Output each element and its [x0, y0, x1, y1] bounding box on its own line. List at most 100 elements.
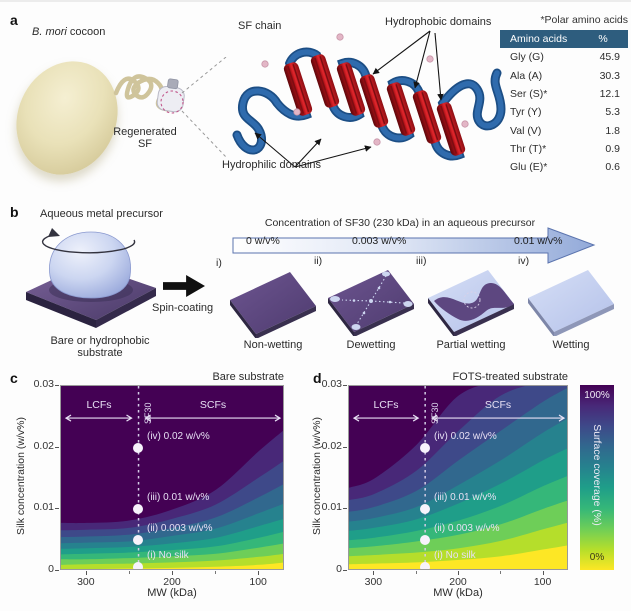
- marker-dot-ii-c: [133, 535, 143, 545]
- tile-non-wetting: [230, 272, 316, 338]
- tile-numeral-ii: ii): [314, 255, 323, 267]
- marker-label-iv-c: (iv) 0.02 w/v%: [147, 431, 210, 442]
- gradient-tick-2: 0.01 w/v%: [514, 235, 563, 247]
- hydrophobic-domain-cylinder: [386, 82, 416, 136]
- x-tick-label: 300: [77, 576, 95, 588]
- sf-chain-illustration: [232, 30, 506, 168]
- gradient-tick-0: 0 w/v%: [246, 235, 280, 247]
- polar-residue-dot: [373, 138, 381, 146]
- hydrophilic-domains-label: Hydrophilic domains: [222, 159, 322, 171]
- magnified-region-circle: [160, 90, 184, 114]
- substrate-side-face: [26, 292, 96, 328]
- hydrophobic-domain-cylinder: [336, 62, 366, 116]
- marker-dot-iv-d: [420, 443, 430, 453]
- concentration-gradient-arrow: [232, 227, 596, 264]
- amino-acid-pct: 30.3: [599, 69, 620, 82]
- table-row: Thr (T)* 0.9: [500, 140, 628, 158]
- amino-acid-name: Ser (S)*: [510, 87, 548, 100]
- marker-label-iii-d: (iii) 0.01 w/v%: [434, 492, 497, 503]
- y-tick-mark: [55, 570, 59, 571]
- panel-d-label: d: [313, 370, 322, 386]
- y-tick-label: 0.02: [321, 439, 342, 452]
- amino-acid-table: *Polar amino acids Amino acids % Gly (G)…: [500, 14, 628, 177]
- x-tick-label: 300: [364, 576, 383, 588]
- hydrophobic-domains-label: Hydrophobic domains: [385, 16, 492, 28]
- marker-label-ii-d: (ii) 0.003 w/v%: [434, 523, 500, 534]
- amino-acid-name: Val (V): [510, 124, 542, 137]
- marker-dot-iii-c: [133, 504, 143, 514]
- amino-acid-name: Glu (E)*: [510, 161, 548, 174]
- substrate-front-face: [96, 288, 156, 328]
- spin-arrowhead: [48, 228, 60, 237]
- silk-fiber-and-vial-illustration: [113, 57, 227, 158]
- annotation-arrow: [294, 138, 322, 168]
- tile-dewetting: [328, 270, 414, 336]
- colorbar: 100% Surface coverage (%) 0%: [580, 385, 614, 570]
- table-row: Glu (E)* 0.6: [500, 158, 628, 176]
- annotation-arrow: [294, 145, 372, 168]
- spin-coating-label: Spin-coating: [152, 302, 214, 314]
- amino-acid-pct: 45.9: [599, 51, 620, 64]
- y-tick-label: 0.03: [33, 378, 54, 390]
- y-tick-label: 0.02: [33, 439, 54, 452]
- x-tick-mark: [373, 571, 375, 575]
- scfs-label-c: SCFs: [199, 399, 227, 411]
- partial-wetting-blob: [434, 282, 514, 321]
- coverage-band: [349, 545, 567, 569]
- contour-svg: [349, 386, 567, 569]
- colorbar-axis-label: Surface coverage (%): [591, 424, 603, 526]
- tile-wetting: [528, 270, 614, 336]
- tile-front-face: [256, 306, 316, 338]
- plot-c-title: Bare substrate: [212, 371, 284, 383]
- bare-substrate-label: Bare or hydrophobic substrate: [50, 335, 150, 359]
- x-tick-mark: [172, 571, 173, 575]
- y-tick-mark: [55, 385, 59, 386]
- marker-dot-ii-d: [420, 535, 430, 545]
- hydrophobic-domain-cylinder: [359, 74, 389, 128]
- marker-label-ii-c: (ii) 0.003 w/v%: [147, 523, 213, 534]
- hydrophobic-domain-cylinder: [412, 90, 442, 144]
- tile-caption-ii: Dewetting: [346, 339, 396, 351]
- amino-acid-pct: 12.1: [599, 87, 620, 100]
- annotation-arrow: [434, 32, 444, 101]
- table-row: Ser (S)* 12.1: [500, 85, 628, 103]
- zoom-guide-line-top: [181, 57, 227, 94]
- marker-label-iii-c: (iii) 0.01 w/v%: [147, 492, 210, 503]
- process-arrow: [163, 274, 205, 298]
- marker-dot-i-c: [133, 562, 143, 569]
- zoom-guide-line-bottom: [181, 110, 227, 158]
- y-tick-label: 0.03: [321, 378, 342, 390]
- marker-label-i-d: (i) No silk: [434, 550, 476, 561]
- panel-c-label: c: [10, 370, 18, 386]
- amino-acid-name: Thr (T)*: [510, 143, 547, 156]
- spin-arrow: [41, 233, 136, 254]
- amino-acid-name: Gly (G): [510, 51, 544, 64]
- sf-chain-label: SF chain: [238, 20, 282, 32]
- tile-caption-iii: Partial wetting: [436, 339, 506, 351]
- lcfs-label-c: LCFs: [86, 399, 112, 411]
- y-tick-mark: [343, 385, 347, 386]
- y-tick-label: 0.01: [33, 501, 54, 514]
- precursor-droplet: [49, 231, 131, 299]
- y-tick-mark: [55, 446, 59, 448]
- y-tick-label: 0: [48, 563, 54, 575]
- table-note: *Polar amino acids: [540, 14, 628, 26]
- polar-residue-dot: [426, 55, 434, 63]
- polar-residue-dot: [336, 33, 344, 41]
- x-tick-label: 200: [449, 576, 467, 588]
- y-tick-mark: [55, 508, 59, 510]
- plot-d-xlabel: MW (kDa): [433, 587, 483, 599]
- table-row: Ala (A) 30.3: [500, 66, 628, 84]
- x-tick-label: 100: [249, 576, 267, 588]
- amino-acid-name: Ala (A): [510, 69, 543, 82]
- coverage-band: [61, 553, 283, 569]
- gradient-tick-1: 0.003 w/v%: [352, 235, 407, 247]
- y-tick-label: 0: [336, 563, 342, 575]
- x-minor-tick-mark: [128, 571, 130, 574]
- table-row: Gly (G) 45.9: [500, 48, 628, 66]
- y-tick-mark: [343, 446, 347, 448]
- table-row: Val (V) 1.8: [500, 122, 628, 140]
- table-header: Amino acids %: [500, 30, 628, 48]
- amino-acid-name: Tyr (Y): [510, 106, 542, 119]
- hydrophobic-domain-cylinder: [310, 54, 340, 108]
